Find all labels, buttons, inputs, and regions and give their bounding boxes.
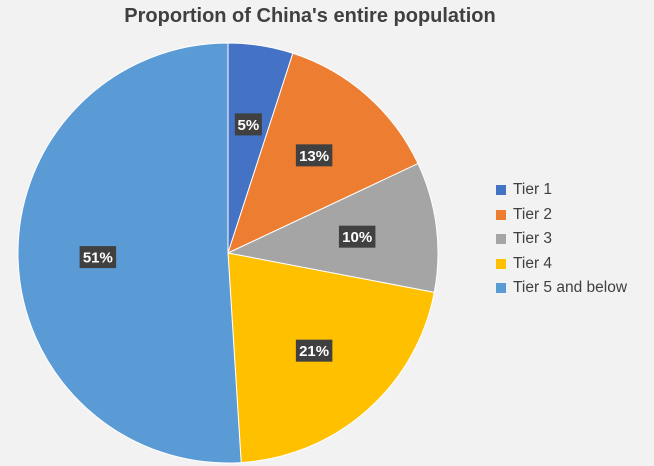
data-label-3: 10%: [338, 225, 376, 248]
legend-label: Tier 2: [513, 205, 553, 223]
data-label-1: 5%: [234, 113, 262, 136]
legend-item-3: Tier 3: [496, 227, 627, 252]
svg-text:10%: 10%: [342, 229, 372, 246]
svg-text:51%: 51%: [83, 250, 113, 267]
legend-item-1: Tier 1: [496, 178, 627, 203]
svg-text:21%: 21%: [299, 343, 329, 360]
svg-text:13%: 13%: [299, 148, 329, 165]
chart-title: Proportion of China's entire population: [124, 5, 496, 27]
legend-item-4: Tier 4: [496, 252, 627, 277]
data-label-5: 51%: [79, 246, 117, 269]
legend-label: Tier 4: [513, 254, 553, 272]
legend-item-2: Tier 2: [496, 203, 627, 228]
legend-item-5: Tier 5 and below: [496, 276, 627, 301]
legend-swatch: [496, 209, 506, 220]
legend-label: Tier 3: [513, 230, 553, 248]
legend-swatch: [496, 185, 506, 196]
legend-swatch: [496, 258, 506, 269]
legend-label: Tier 5 and below: [513, 279, 628, 297]
legend: Tier 1 Tier 2 Tier 3 Tier 4 Tier 5 and below: [496, 178, 627, 301]
pie-slice-3: [226, 162, 439, 293]
data-label-4: 21%: [295, 339, 333, 362]
svg-text:5%: 5%: [238, 117, 260, 134]
legend-swatch: [496, 283, 506, 294]
legend-label: Tier 1: [513, 181, 553, 199]
data-label-2: 13%: [295, 144, 333, 167]
pie-slice-5: [17, 42, 242, 464]
legend-swatch: [496, 234, 506, 245]
